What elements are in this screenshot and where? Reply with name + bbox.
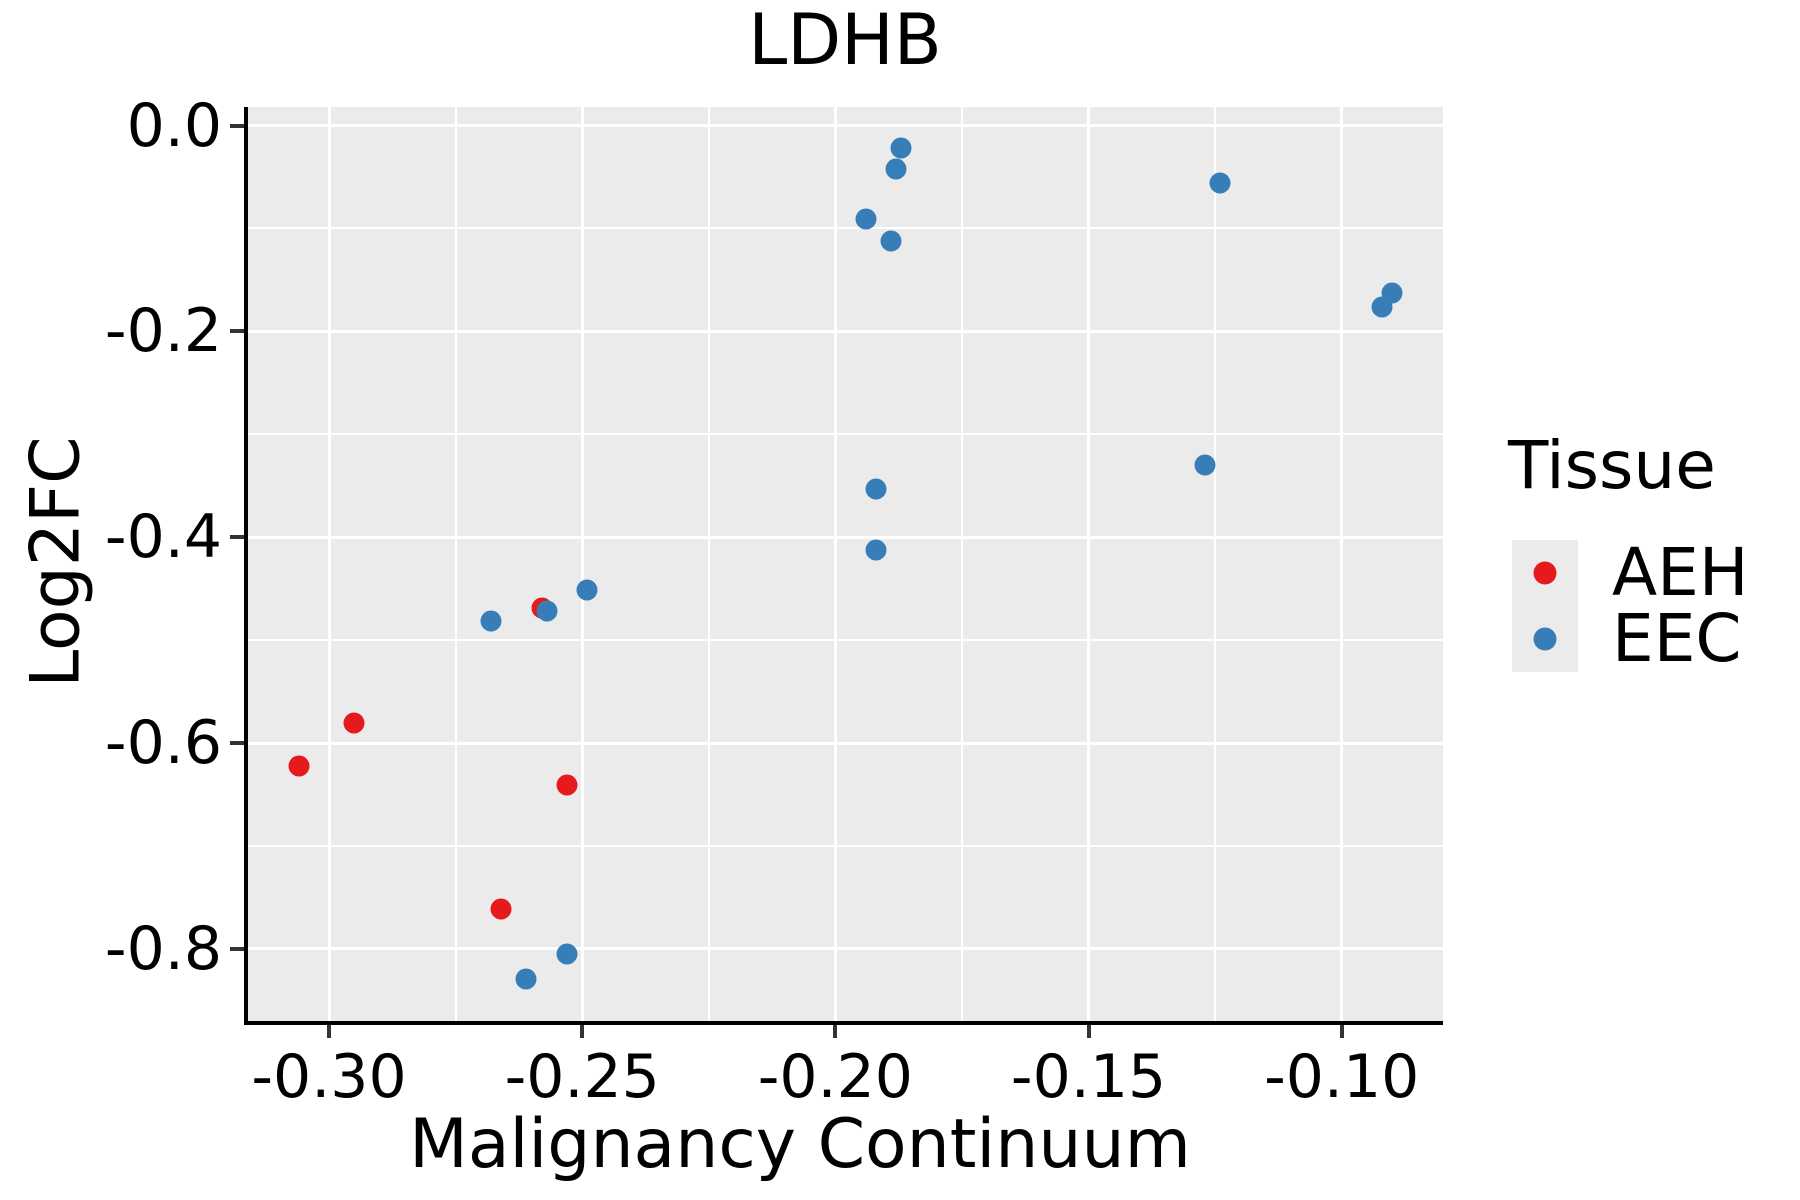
y-tick-label: -0.4 [104,502,222,573]
y-axis-title: Log2FC [16,436,96,688]
y-minor-gridline [248,639,1443,642]
data-point-eec [865,478,887,500]
data-point-aeh [343,712,365,733]
y-minor-gridline [248,845,1443,848]
x-minor-gridline [454,107,457,1021]
data-point-eec [890,137,912,159]
data-point-aeh [556,774,578,796]
legend-key-eec [1512,606,1578,672]
y-tick-mark [230,535,244,540]
legend-label-aeh: AEH [1612,534,1749,611]
legend-key-aeh [1512,540,1578,606]
y-minor-gridline [248,433,1443,436]
plot-title: LDHB [748,0,942,81]
y-major-gridline [248,124,1443,128]
x-tick-mark [1086,1025,1091,1038]
x-axis-line [244,1021,1443,1025]
data-point-eec [576,579,598,601]
data-point-eec [515,968,537,990]
x-axis-title: Malignancy Continuum [409,1105,1191,1184]
x-major-gridline [1340,107,1344,1021]
x-tick-mark [327,1025,332,1038]
x-tick-mark [833,1025,838,1038]
x-tick-label: -0.20 [757,1042,913,1112]
y-tick-mark [230,329,244,334]
y-tick-label: -0.2 [104,296,222,367]
data-point-eec [536,600,558,622]
data-point-eec [885,158,907,180]
x-tick-label: -0.10 [1264,1042,1420,1112]
y-major-gridline [248,535,1443,539]
x-tick-label: -0.30 [251,1042,407,1112]
data-point-aeh [288,755,310,777]
y-tick-label: 0.0 [126,90,222,161]
data-point-aeh [490,898,512,920]
y-tick-mark [230,741,244,746]
y-tick-mark [230,946,244,951]
x-major-gridline [833,107,837,1021]
x-minor-gridline [960,107,963,1021]
y-minor-gridline [248,227,1443,230]
data-point-eec [865,539,887,561]
x-tick-mark [580,1025,585,1038]
data-point-eec [556,943,578,965]
x-tick-mark [1339,1025,1344,1038]
data-point-eec [480,610,502,632]
legend-dot-aeh [1533,561,1557,585]
x-minor-gridline [1214,107,1217,1021]
legend-dot-eec [1533,627,1557,651]
y-tick-label: -0.6 [104,708,222,779]
y-major-gridline [248,741,1443,745]
y-major-gridline [248,947,1443,951]
plot-panel [248,107,1443,1021]
x-tick-label: -0.15 [1010,1042,1167,1112]
x-minor-gridline [707,107,710,1021]
y-tick-label: -0.8 [104,913,222,984]
x-major-gridline [580,107,584,1021]
legend-title: Tissue [1508,427,1716,504]
data-point-eec [1371,296,1393,318]
data-point-eec [1209,172,1231,194]
data-point-eec [1194,454,1216,476]
y-axis-line [244,107,248,1025]
data-point-eec [855,208,877,230]
y-tick-mark [230,123,244,128]
data-point-eec [880,230,902,252]
y-major-gridline [248,329,1443,333]
x-major-gridline [327,107,331,1021]
x-major-gridline [1087,107,1091,1021]
x-tick-label: -0.25 [504,1042,660,1112]
legend-label-eec: EEC [1612,600,1742,677]
